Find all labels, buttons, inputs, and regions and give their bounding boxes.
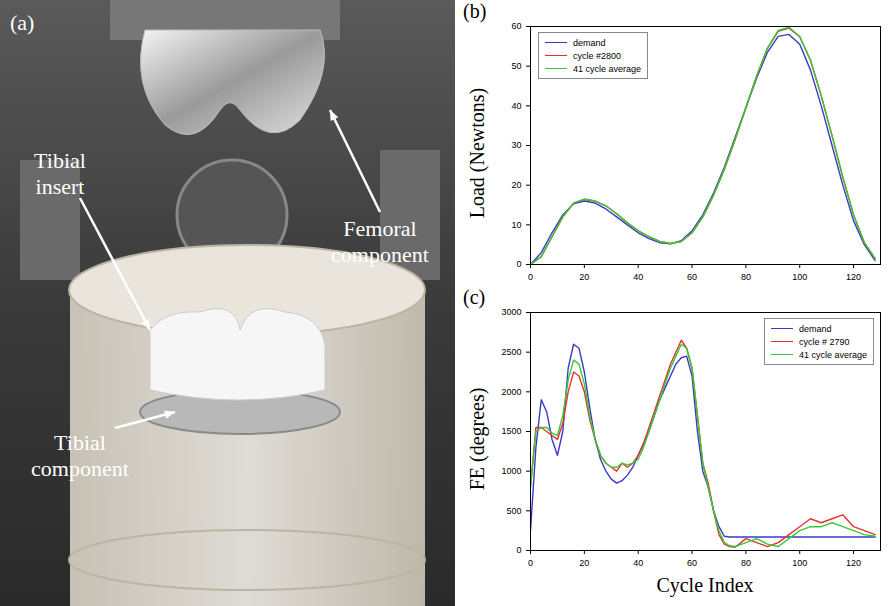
svg-text:component: component — [331, 242, 429, 267]
svg-text:Tibial: Tibial — [54, 430, 106, 455]
svg-text:30: 30 — [511, 140, 521, 150]
html-text:Cycle Index: Cycle Index — [656, 574, 754, 596]
svg-text:100: 100 — [792, 558, 807, 568]
html-text:demand: demand — [573, 37, 606, 48]
svg-text:20: 20 — [511, 180, 521, 190]
svg-text:120: 120 — [846, 272, 861, 282]
html-text:demand: demand — [799, 323, 832, 334]
html-text:cycle #2800: cycle #2800 — [573, 50, 621, 61]
html-text:(b): (b) — [463, 0, 487, 22]
svg-text:component: component — [31, 456, 129, 481]
svg-text:60: 60 — [511, 21, 521, 31]
svg-text:10: 10 — [511, 220, 521, 230]
svg-text:100: 100 — [792, 272, 807, 282]
svg-text:80: 80 — [741, 272, 751, 282]
html-text:cycle # 2790: cycle # 2790 — [799, 336, 850, 347]
svg-text:1500: 1500 — [501, 426, 521, 436]
svg-text:2000: 2000 — [501, 387, 521, 397]
svg-text:0: 0 — [516, 259, 521, 269]
html-text:Load (Newtons): Load (Newtons) — [465, 87, 488, 219]
svg-text:20: 20 — [579, 272, 589, 282]
svg-text:20: 20 — [579, 558, 589, 568]
html-text:41 cycle average: 41 cycle average — [799, 349, 867, 360]
svg-text:Tibial: Tibial — [34, 148, 86, 173]
svg-text:40: 40 — [511, 101, 521, 111]
svg-text:Femoral: Femoral — [343, 216, 416, 241]
html-text:FE (degrees): FE (degrees) — [465, 387, 488, 491]
svg-text:3000: 3000 — [501, 307, 521, 317]
svg-text:60: 60 — [687, 272, 697, 282]
svg-text:insert: insert — [36, 174, 85, 199]
svg-text:40: 40 — [633, 272, 643, 282]
svg-text:1000: 1000 — [501, 466, 521, 476]
svg-text:60: 60 — [687, 558, 697, 568]
svg-text:0: 0 — [528, 558, 533, 568]
svg-text:500: 500 — [506, 506, 521, 516]
svg-text:(a): (a) — [10, 10, 34, 35]
svg-text:0: 0 — [528, 272, 533, 282]
svg-text:2500: 2500 — [501, 347, 521, 357]
svg-text:50: 50 — [511, 61, 521, 71]
html-text:(c): (c) — [463, 286, 486, 308]
svg-text:80: 80 — [741, 558, 751, 568]
svg-text:40: 40 — [633, 558, 643, 568]
svg-text:120: 120 — [846, 558, 861, 568]
svg-text:0: 0 — [516, 545, 521, 555]
html-text:41 cycle average: 41 cycle average — [573, 63, 641, 74]
